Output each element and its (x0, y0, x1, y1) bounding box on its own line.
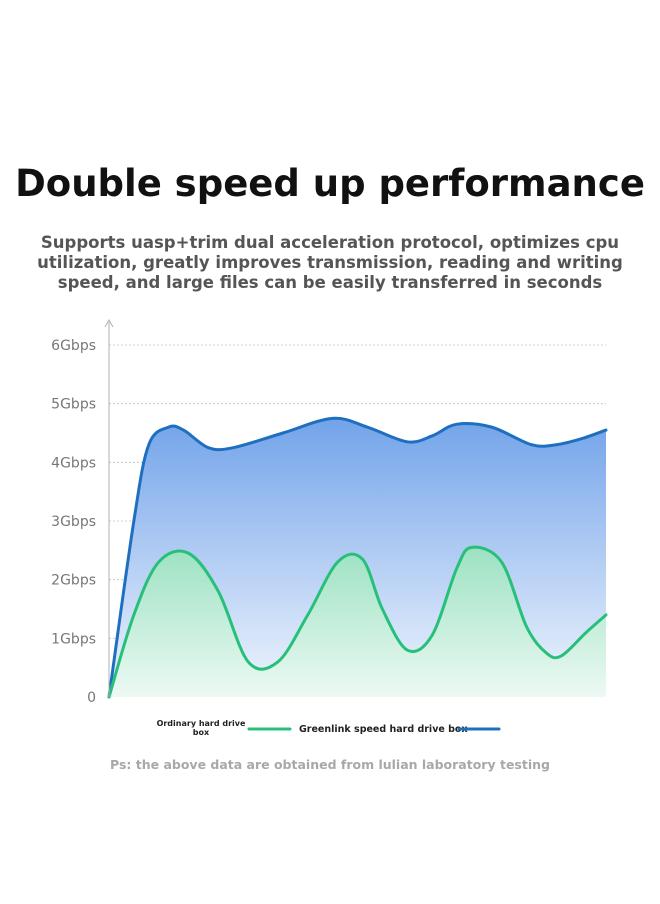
subtitle-line: utilization, greatly improves transmissi… (37, 253, 623, 272)
series-lines (107, 416, 608, 699)
series-line-greenlink (107, 416, 608, 699)
y-tick-label: 2Gbps (51, 573, 96, 589)
legend-label-ordinary-cont: box (193, 728, 210, 737)
series-line-ordinary (107, 545, 608, 699)
footnote: Ps: the above data are obtained from lul… (110, 757, 550, 772)
y-axis-arrow-icon (104, 318, 114, 328)
y-tick-label: 1Gbps (51, 631, 96, 647)
y-tick-label: 4Gbps (51, 455, 96, 471)
page-title: Double speed up performance (15, 162, 645, 205)
legend-label-ordinary: Ordinary hard drive (157, 719, 246, 728)
y-tick-label: 3Gbps (51, 514, 96, 530)
series-areas (109, 418, 606, 697)
y-tick-label: 0 (87, 690, 96, 706)
y-tick-label: 5Gbps (51, 397, 96, 413)
page-subtitle: Supports uasp+trim dual acceleration pro… (30, 233, 630, 293)
series-area-ordinary (109, 547, 606, 697)
legend-label-greenlink: Greenlink speed hard drive box (299, 724, 468, 735)
subtitle-line: speed, and large files can be easily tra… (57, 273, 603, 292)
y-tick-label: 6Gbps (51, 338, 96, 354)
subtitle-line: Supports uasp+trim dual acceleration pro… (40, 233, 620, 252)
y-axis: 0 1Gbps 2Gbps 3Gbps 4Gbps 5Gbps 6Gbps (51, 318, 114, 706)
